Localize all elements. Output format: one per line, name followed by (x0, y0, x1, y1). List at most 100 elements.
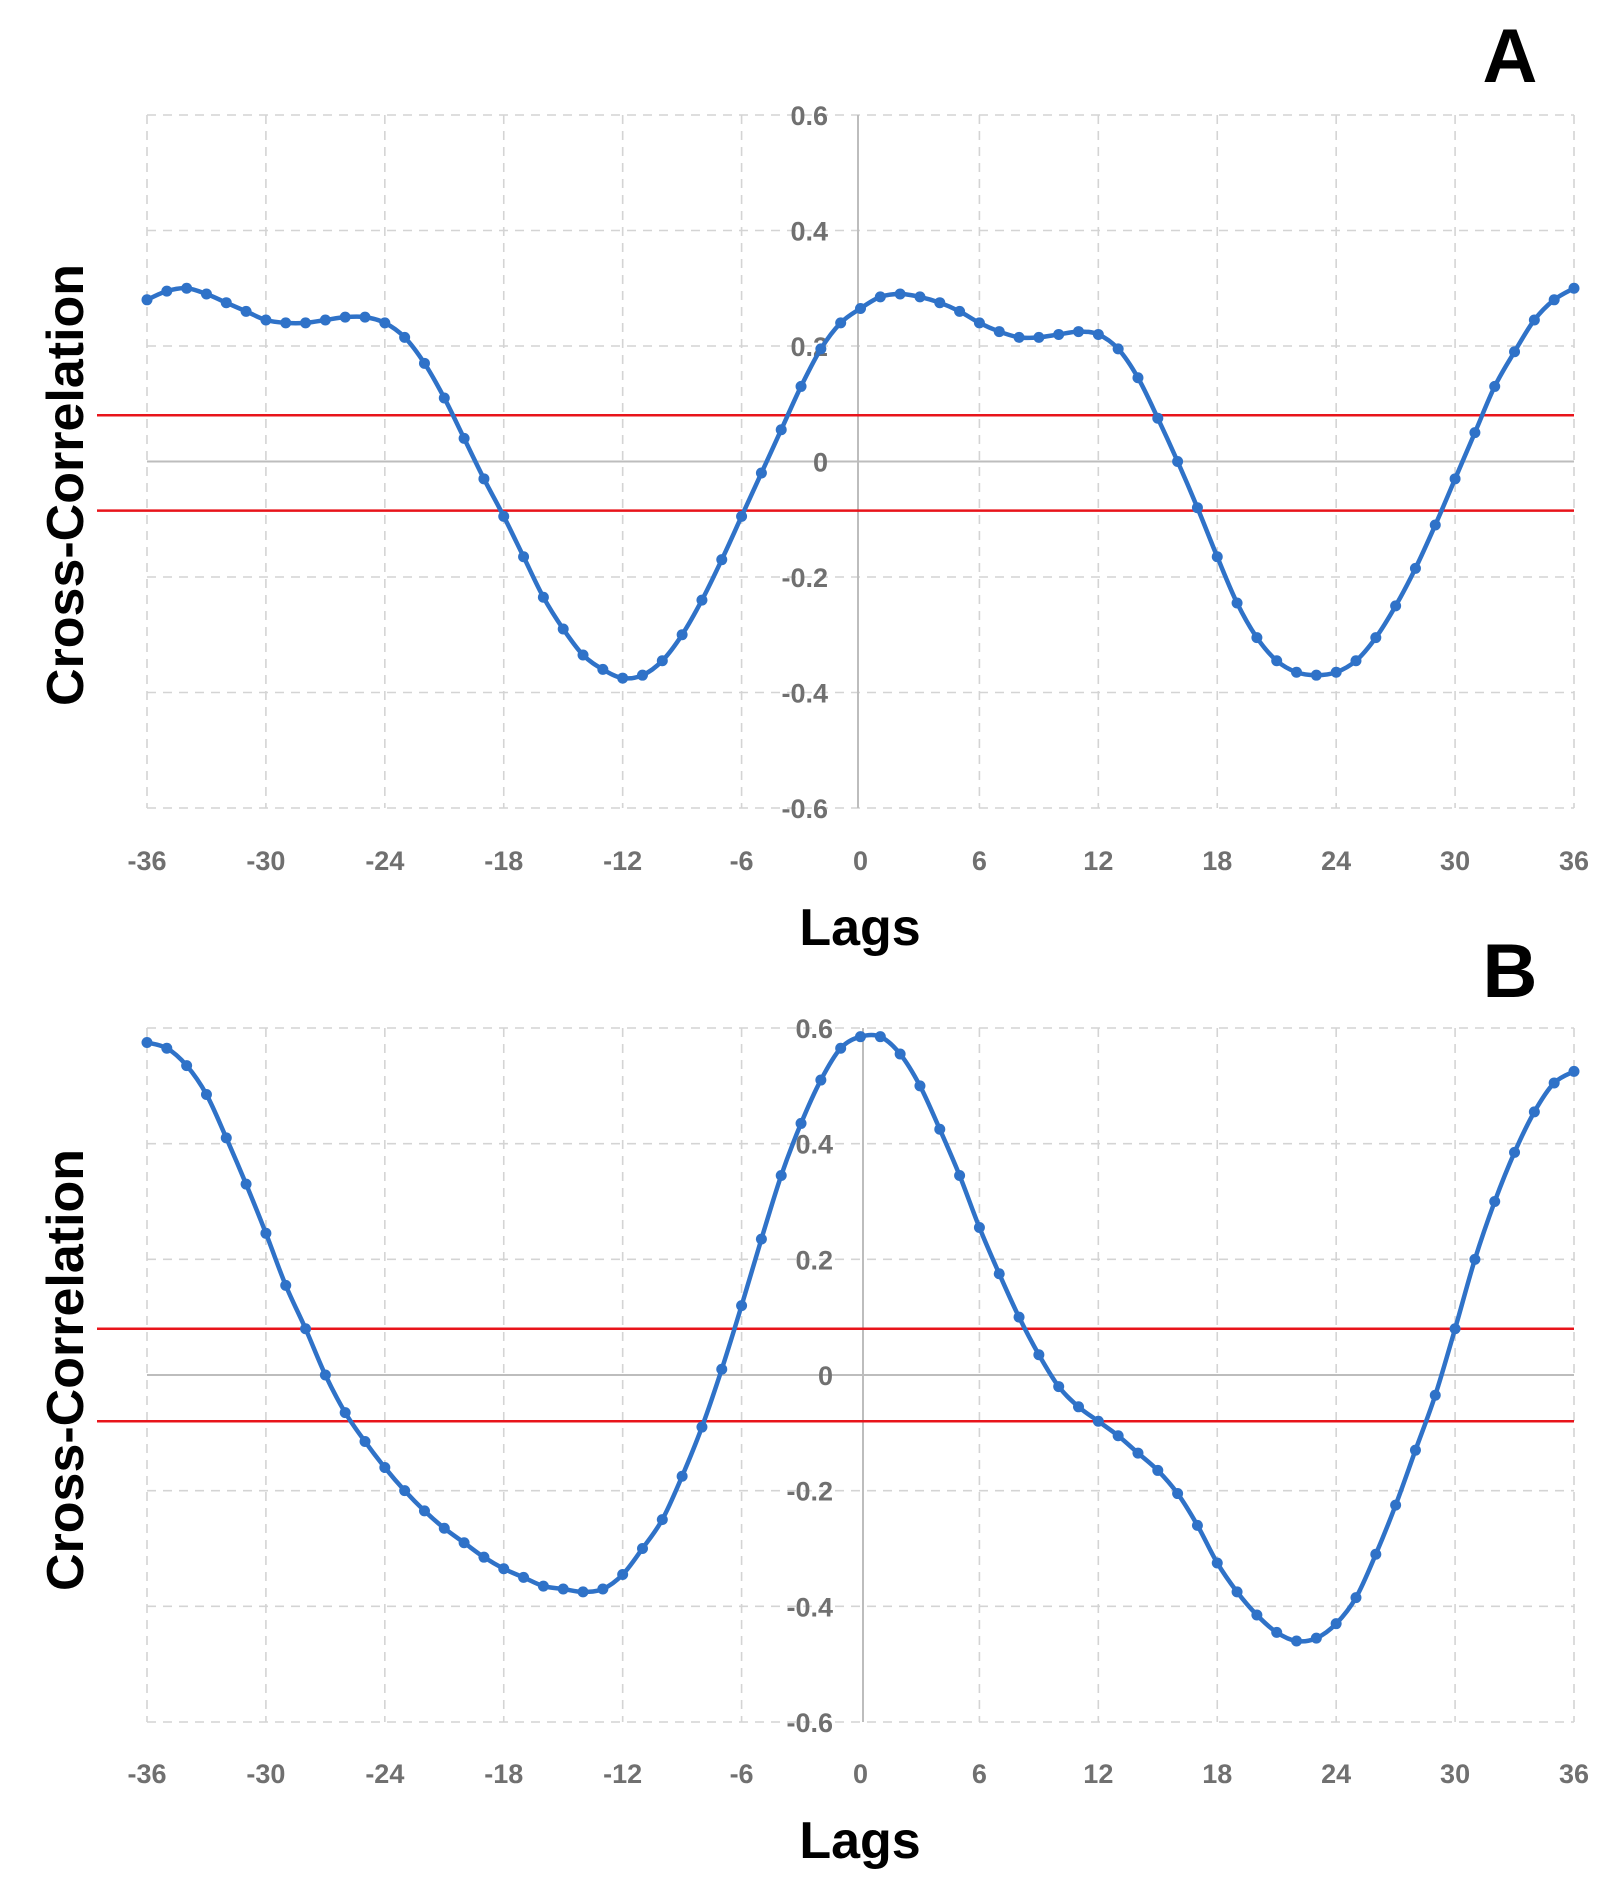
chart-a-xtick-label: 24 (1321, 846, 1351, 876)
chart-a-data-point (1073, 326, 1085, 338)
chart-a-data-point (1291, 666, 1303, 678)
chart-a-xtick-label: 12 (1083, 846, 1113, 876)
chart-b-ytick-label: 0.4 (795, 1130, 833, 1160)
chart-b-xtick-label: 36 (1559, 1759, 1589, 1789)
chart-a-data-point (458, 432, 470, 444)
chart-b-data-point (518, 1571, 530, 1583)
chart-b-data-point (141, 1036, 153, 1048)
chart-b-data-point (1231, 1586, 1243, 1598)
chart-b-data-point (399, 1485, 411, 1497)
chart-b-data-point (716, 1363, 728, 1375)
chart-b-data-point (280, 1279, 292, 1291)
chart-a-ytick-label: -0.2 (781, 563, 828, 593)
chart-b-data-point (993, 1268, 1005, 1280)
chart-b-data-point (161, 1042, 173, 1054)
chart-b-panel-label: B (1483, 929, 1538, 1014)
chart-a-data-point (438, 392, 450, 404)
chart-a-data-point (597, 663, 609, 675)
chart-a-data-point (220, 297, 232, 309)
chart-a-xtick-label: 0 (853, 846, 868, 876)
chart-a-xtick-label: -6 (730, 846, 754, 876)
chart-a-data-point (934, 297, 946, 309)
chart-b-xtick-label: 18 (1202, 1759, 1232, 1789)
chart-a-data-point (498, 510, 510, 522)
chart-b-xtick-label: -18 (484, 1759, 523, 1789)
chart-b-data-point (498, 1563, 510, 1575)
chart-a-data-point (1390, 600, 1402, 612)
chart-b-data-point (894, 1048, 906, 1060)
chart-a-data-point (478, 473, 490, 485)
chart-b-data-point (1568, 1065, 1580, 1077)
chart-a-data-point (1152, 412, 1164, 424)
chart-b-data-point (676, 1470, 688, 1482)
chart-a-data-point (815, 343, 827, 355)
chart-b-data-point (1469, 1253, 1481, 1265)
chart-a-xtick-label: -30 (246, 846, 285, 876)
chart-a-xtick-label: -24 (365, 846, 404, 876)
chart-b-data-point (755, 1233, 767, 1245)
chart-b-data-point (1033, 1349, 1045, 1361)
chart-b-data-point (874, 1031, 886, 1043)
chart-a-y-axis-title: Cross-Correlation (37, 264, 95, 706)
chart-b-xtick-label: -36 (127, 1759, 166, 1789)
chart-b-data-point (656, 1514, 668, 1526)
chart-a-data-point (1489, 380, 1501, 392)
chart-b-series-line (146, 1032, 1576, 1644)
chart-a-data-point (1092, 328, 1104, 340)
chart-b-xtick-label: 24 (1321, 1759, 1351, 1789)
chart-b-data-point (954, 1169, 966, 1181)
chart-a-data-point (696, 594, 708, 606)
chart-b-data-point (240, 1178, 252, 1190)
chart-a-xtick-label: 30 (1440, 846, 1470, 876)
chart-b-data-point (1528, 1106, 1540, 1118)
chart-b-xtick-label: 30 (1440, 1759, 1470, 1789)
chart-b-y-axis-title: Cross-Correlation (37, 1149, 95, 1591)
chart-a-ytick-label: 0.6 (790, 101, 828, 131)
chart-b-data-point (1310, 1632, 1322, 1644)
chart-a-panel-label: A (1483, 14, 1538, 99)
chart-b-ytick-label: 0.6 (795, 1014, 833, 1044)
chart-b-data-point (617, 1569, 629, 1581)
chart-b-data-point (736, 1300, 748, 1312)
chart-b-data-point (1370, 1548, 1382, 1560)
chart-b-data-point (438, 1522, 450, 1534)
chart-a-xtick-label: -12 (603, 846, 642, 876)
chart-b-data-point (1330, 1618, 1342, 1630)
chart-a-data-point (359, 311, 371, 323)
chart-a-data-point (736, 510, 748, 522)
chart-b-xtick-label: 0 (853, 1759, 868, 1789)
chart-a-data-point (339, 311, 351, 323)
chart-b-data-point (458, 1537, 470, 1549)
chart-b-ytick-label: 0 (818, 1361, 833, 1391)
chart-b-data-point (1152, 1464, 1164, 1476)
chart-b-data-point (914, 1080, 926, 1092)
chart-a-data-point (1429, 519, 1441, 531)
chart-a-data-point (300, 317, 312, 329)
chart-b-data-point (1509, 1146, 1521, 1158)
chart-a-data-point (379, 317, 391, 329)
chart-a-xtick-label: 6 (972, 846, 987, 876)
chart-a-data-point (1013, 331, 1025, 343)
chart-a-data-point (954, 305, 966, 317)
chart-a-data-point (577, 649, 589, 661)
chart-a-data-point (1310, 669, 1322, 681)
chart-a-data-point (1509, 346, 1521, 358)
chart-a-data-point (993, 326, 1005, 338)
chart-a-x-axis-title: Lags (799, 899, 920, 957)
chart-b-data-point (1013, 1311, 1025, 1323)
chart-b-data-point (300, 1323, 312, 1335)
chart-a-ytick-label: 0 (813, 448, 828, 478)
chart-a-data-point (141, 294, 153, 306)
chart-a-data-point (280, 317, 292, 329)
chart-a-data-point (914, 291, 926, 303)
chart-a-data-point (1568, 282, 1580, 294)
chart-b-data-point (359, 1436, 371, 1448)
chart-a-data-point (855, 302, 866, 314)
chart-a-data-point (795, 380, 807, 392)
chart-a-data-point (181, 282, 193, 294)
chart-a-data-point (656, 655, 668, 667)
chart-b-data-point (557, 1583, 569, 1595)
chart-b-data-point (1548, 1077, 1560, 1089)
chart-a-data-point (1211, 551, 1223, 563)
